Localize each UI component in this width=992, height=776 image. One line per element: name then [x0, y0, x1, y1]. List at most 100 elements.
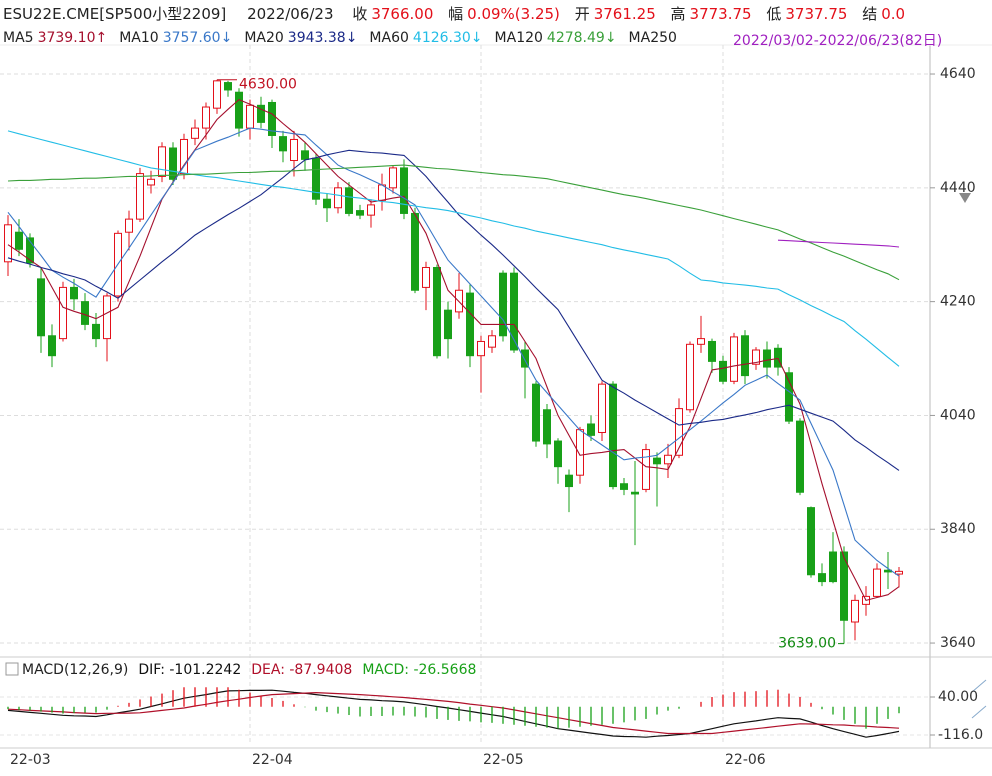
- candle-body: [796, 420, 804, 493]
- candle-body: [422, 266, 430, 288]
- y-tick-label: 4440: [940, 180, 976, 196]
- candle-body: [224, 82, 232, 91]
- candle-body: [818, 573, 826, 583]
- candle-body: [785, 372, 793, 422]
- legend-value: DEA: -87.9408: [251, 662, 353, 678]
- candle-body: [598, 383, 606, 434]
- legend-name: MA120: [494, 30, 543, 46]
- quote-value: 3761.25: [593, 5, 656, 23]
- candle-body: [488, 335, 496, 348]
- candle-body: [235, 91, 243, 129]
- quote-bar: ESU22E.CME[SP500小型2209] 2022/06/23 收 3766…: [3, 3, 909, 24]
- candle-body: [730, 336, 738, 382]
- candle-body: [411, 212, 419, 291]
- candle-body: [895, 570, 903, 575]
- date-range: 2022/03/02-2022/06/23(82日): [733, 33, 943, 49]
- candle-body: [257, 104, 265, 123]
- candle-body: [708, 340, 716, 362]
- quote-label: 开: [574, 5, 590, 23]
- symbol: ESU22E.CME[SP500小型2209]: [3, 5, 227, 23]
- candle-body: [543, 409, 551, 445]
- candle-body: [15, 231, 23, 250]
- quote-value: 0.09%(3.25): [467, 5, 560, 23]
- candle-body: [26, 237, 34, 264]
- candle-body: [147, 178, 155, 186]
- candle-body: [37, 278, 45, 337]
- y-tick-label: 3840: [940, 521, 976, 537]
- candle-body: [565, 474, 573, 488]
- candle-body: [444, 309, 452, 340]
- candle-body: [774, 347, 782, 368]
- candle-body: [763, 349, 771, 368]
- candle-body: [48, 335, 56, 357]
- quote-value: 3766.00: [371, 5, 434, 23]
- candle-body: [378, 184, 386, 201]
- candle-body: [367, 204, 375, 216]
- candle-body: [136, 173, 144, 220]
- x-tick-label: 22-04: [252, 752, 293, 768]
- legend-value: 3757.60↓: [162, 30, 233, 46]
- legend-value: DIF: -101.2242: [138, 662, 242, 678]
- candle-body: [180, 138, 188, 175]
- candle-body: [510, 272, 518, 351]
- ma-legend: MA5 3739.10↑ MA10 3757.60↓ MA20 3943.38↓ MA60 4…: [3, 30, 681, 46]
- candle-body: [752, 349, 760, 365]
- y-tick-label: 40.00: [938, 689, 978, 705]
- candle-body: [686, 343, 694, 411]
- candle-body: [554, 440, 562, 468]
- candle-body: [532, 383, 540, 442]
- candle-body: [202, 106, 210, 129]
- candle-body: [829, 551, 837, 583]
- candle-body: [631, 491, 639, 495]
- ma-line: [7, 127, 900, 577]
- candle-body: [59, 286, 67, 340]
- candle-body: [587, 423, 595, 436]
- candle-body: [389, 167, 397, 189]
- candle-body: [620, 483, 628, 490]
- candle-body: [653, 457, 661, 465]
- quote-value: 3773.75: [689, 5, 752, 23]
- legend-name: MA60: [369, 30, 409, 46]
- quote-label: 幅: [448, 5, 464, 23]
- legend-name: MA10: [119, 30, 159, 46]
- candle-body: [433, 266, 441, 357]
- quote-value: 0.0: [881, 5, 906, 23]
- annotation-label: 4630.00: [239, 77, 297, 93]
- x-tick-label: 22-05: [483, 752, 524, 768]
- ma-line: [7, 130, 900, 367]
- candle-body: [851, 599, 859, 623]
- candle-body: [158, 146, 166, 177]
- candle-body: [268, 101, 276, 136]
- dropdown-icon: [959, 193, 971, 203]
- quote-value: 3737.75: [785, 5, 848, 23]
- legend-name: MA20: [244, 30, 284, 46]
- macd-title: MACD(12,26,9): [22, 662, 129, 678]
- legend-value: 4278.49↓: [546, 30, 617, 46]
- legend-value: MACD: -26.5668: [362, 662, 477, 678]
- candle-body: [213, 80, 221, 109]
- macd-line: [7, 691, 900, 735]
- close-box: [5, 662, 19, 676]
- candle-body: [741, 335, 749, 377]
- candle-body: [323, 198, 331, 209]
- ma-line: [777, 239, 900, 248]
- annotation-label: 3639.00: [778, 636, 836, 652]
- y-tick-label: 4040: [940, 407, 976, 423]
- candle-body: [873, 568, 881, 597]
- candle-body: [103, 295, 111, 340]
- macd-line: [7, 689, 900, 738]
- candle-body: [697, 338, 705, 345]
- candle-body: [301, 150, 309, 160]
- candle-body: [92, 323, 100, 340]
- legend-value: 3739.10↑: [37, 30, 108, 46]
- candle-body: [81, 301, 89, 325]
- macd-legend: MACD(12,26,9) DIF: -101.2242 DEA: -87.9408…: [8, 662, 480, 678]
- candle-body: [400, 167, 408, 214]
- candle-body: [169, 147, 177, 180]
- legend-name: MA250: [628, 30, 677, 46]
- legend-value: 4126.30↓: [412, 30, 483, 46]
- candle-body: [642, 449, 650, 490]
- ma-line: [7, 98, 900, 602]
